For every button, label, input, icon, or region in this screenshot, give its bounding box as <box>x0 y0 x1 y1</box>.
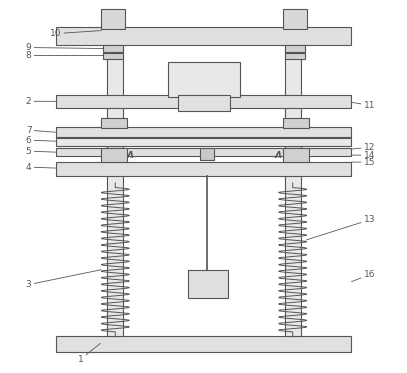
Text: A: A <box>274 151 281 160</box>
Bar <box>55 148 352 156</box>
Bar <box>283 9 306 29</box>
Bar <box>200 148 214 160</box>
Bar <box>285 26 301 336</box>
Text: 4: 4 <box>26 163 55 172</box>
Bar <box>168 62 240 97</box>
Bar <box>285 53 305 59</box>
Bar <box>101 148 127 162</box>
Text: 7: 7 <box>26 126 55 135</box>
Text: 3: 3 <box>26 270 101 289</box>
Text: 10: 10 <box>50 29 101 38</box>
Bar <box>188 270 228 298</box>
Bar <box>55 127 352 137</box>
Bar <box>107 26 123 336</box>
Bar <box>103 53 123 59</box>
Bar <box>283 148 309 162</box>
Bar <box>103 44 123 51</box>
Text: 6: 6 <box>26 136 55 145</box>
Bar <box>101 118 127 128</box>
Bar <box>55 138 352 146</box>
Text: 16: 16 <box>352 270 375 282</box>
Text: 12: 12 <box>352 142 375 152</box>
Bar <box>55 95 352 108</box>
Text: 9: 9 <box>26 43 103 52</box>
Bar <box>285 44 305 51</box>
Bar <box>101 9 125 29</box>
Text: 11: 11 <box>352 101 375 110</box>
Bar <box>178 95 230 111</box>
Text: 15: 15 <box>352 157 375 167</box>
Text: 5: 5 <box>26 147 55 156</box>
Text: 2: 2 <box>26 97 55 106</box>
Bar <box>55 162 352 176</box>
Bar <box>283 118 309 128</box>
Text: A: A <box>127 151 134 160</box>
Text: 13: 13 <box>306 215 375 240</box>
Text: 8: 8 <box>26 51 103 60</box>
Bar <box>55 26 352 44</box>
Text: 14: 14 <box>352 151 375 160</box>
Bar <box>55 336 352 352</box>
Text: 1: 1 <box>78 344 101 364</box>
